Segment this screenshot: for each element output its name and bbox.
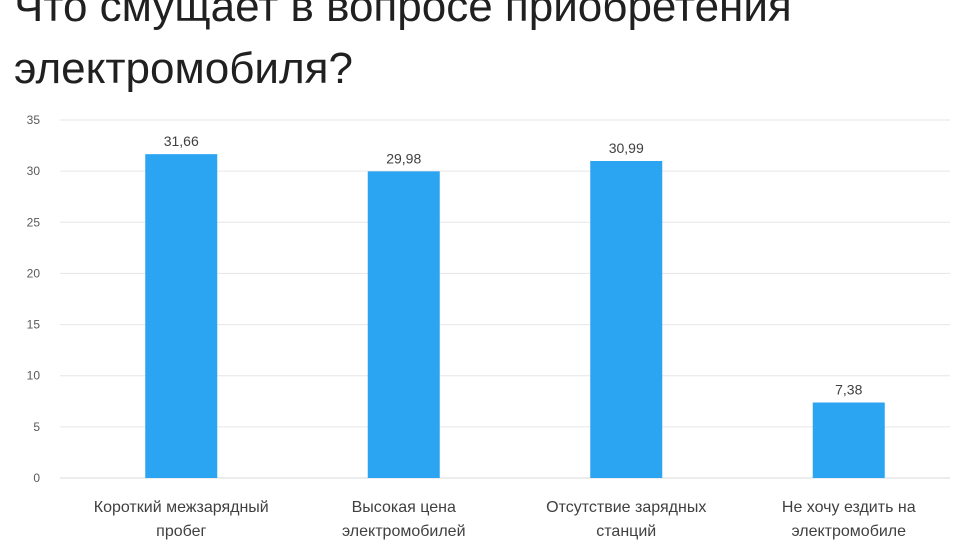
y-tick-label: 5 bbox=[33, 420, 40, 434]
category-label: Высокая цена bbox=[352, 499, 456, 516]
bar bbox=[367, 171, 440, 479]
category-label: пробег bbox=[156, 523, 206, 540]
y-tick-label: 35 bbox=[27, 113, 41, 127]
slide-title: Что смущает в вопросе приобретения элект… bbox=[14, 0, 792, 93]
category-label: Короткий межзарядный bbox=[94, 499, 269, 516]
data-label: 30,99 bbox=[609, 140, 644, 156]
y-tick-label: 15 bbox=[27, 318, 41, 332]
bar bbox=[812, 402, 885, 478]
bar-chart-svg: 0 5 10 15 20 25 30 35 31,66 Короткий межзарядный п… bbox=[27, 113, 950, 540]
data-label: 29,98 bbox=[386, 150, 421, 166]
y-tick-label: 20 bbox=[27, 266, 41, 280]
bar bbox=[590, 161, 663, 478]
category-label: Отсутствие зарядных bbox=[546, 499, 706, 516]
data-label: 7,38 bbox=[835, 382, 862, 398]
category-label: Не хочу ездить на bbox=[782, 499, 916, 516]
category-label: электромобилей bbox=[342, 523, 466, 540]
y-tick-label: 30 bbox=[27, 164, 41, 178]
y-tick-label: 10 bbox=[27, 369, 41, 383]
bar-chart: 0 5 10 15 20 25 30 35 31,66 Короткий межзарядный п… bbox=[0, 100, 960, 540]
category-label: станций bbox=[596, 523, 656, 540]
category-label: электромобиле bbox=[791, 523, 906, 540]
bar bbox=[145, 154, 218, 478]
y-tick-label: 0 bbox=[33, 471, 40, 485]
y-tick-label: 25 bbox=[27, 215, 41, 229]
data-label: 31,66 bbox=[164, 133, 199, 149]
